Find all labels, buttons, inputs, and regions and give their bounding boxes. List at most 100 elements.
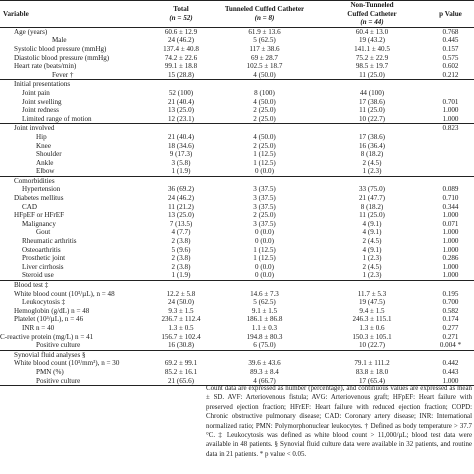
cell-nontunneled: 8 (18.2) — [360, 150, 384, 159]
table-row: Diabetes mellitus 24 (46.2) 3 (37.5) 21 (47… — [0, 194, 474, 203]
cell-total: 16 (30.8) — [167, 341, 194, 350]
header-tunneled-label: Tunneled Cuffed Catheter — [224, 5, 305, 14]
cell-total: 5 (9.6) — [171, 245, 191, 254]
table-row: Prosthetic joint 2 (3.8) 1 (12.5) 1 (2.3) 0.… — [0, 254, 474, 263]
cell-pvalue: 0.710 — [442, 194, 459, 203]
header-tunneled-n: (n = 8) — [254, 13, 275, 22]
cell-tunneled: 2 (25.0) — [253, 114, 276, 123]
table-row: Joint involved 0.823 — [0, 123, 474, 133]
cell-total: 137.4 ± 40.8 — [163, 44, 199, 53]
cell-nontunneled: 1 (2.3) — [362, 254, 382, 263]
row-label: Diastolic blood pressure (mmHg) — [14, 53, 110, 62]
cell-tunneled — [212, 175, 317, 186]
table-row: Leukocytosis ‡ 24 (50.0) 5 (62.5) 19 (47.5)… — [0, 298, 474, 307]
row-label: PMN (%) — [36, 367, 64, 376]
cell-tunneled: 4 (66.7) — [212, 376, 317, 387]
row-label: C-reactive protein (mg/L) n = 41 — [0, 332, 94, 341]
cell-total: 21 (40.4) — [167, 132, 194, 141]
cell-nontunneled — [317, 279, 427, 290]
cell-nontunneled: 19 (47.5) — [358, 298, 385, 307]
cell-tunneled: 0 (0.0) — [255, 237, 274, 246]
header-total: Total (n = 52) — [150, 0, 212, 28]
cell-tunneled: 5 (62.5) — [253, 36, 276, 45]
cell-tunneled: 186.1 ± 86.8 — [246, 315, 283, 324]
cell-pvalue: 0.277 — [442, 323, 459, 332]
table-row: Blood test ‡ — [0, 279, 474, 290]
cell-nontunneled: 4 (9.1) — [362, 245, 382, 254]
cell-total: 13 (25.0) — [167, 106, 194, 115]
patient-characteristics-table: Variable Total (n = 52) Tunneled Cuffed … — [0, 0, 474, 387]
cell-nontunneled: 75.2 ± 22.9 — [355, 53, 389, 62]
cell-nontunneled: 10 (22.7) — [358, 341, 385, 350]
header-nontunneled-line2: Cuffed Catheter — [347, 9, 397, 18]
cell-tunneled: 1 (12.5) — [253, 158, 276, 167]
cell-total — [150, 79, 212, 89]
cell-total: 21 (65.6) — [150, 376, 212, 387]
cell-total: 69.2 ± 99.1 — [164, 359, 198, 368]
cell-pvalue: 0.195 — [442, 289, 459, 298]
cell-tunneled: 2 (25.0) — [253, 141, 276, 150]
cell-pvalue: 0.004 * — [439, 341, 462, 350]
cell-nontunneled: 79.1 ± 111.2 — [354, 359, 390, 368]
cell-pvalue: 0.271 — [442, 332, 459, 341]
cell-pvalue: 0.701 — [442, 97, 459, 106]
cell-nontunneled: 4 (9.1) — [362, 219, 382, 228]
cell-nontunneled: 17 (65.4) — [317, 376, 427, 387]
cell-total: 15 (28.8) — [167, 70, 194, 79]
cell-tunneled: 0 (0.0) — [255, 167, 274, 176]
row-label: Synovial fluid analyses § — [0, 349, 150, 360]
cell-tunneled: 4 (50.0) — [253, 70, 276, 79]
cell-tunneled: 2 (25.0) — [253, 106, 276, 115]
row-label: Comorbidities — [0, 175, 150, 186]
row-label: Platelet (10³/µL), n = 46 — [14, 315, 84, 324]
row-label: Fever † — [52, 70, 74, 79]
cell-nontunneled: 9.4 ± 1.5 — [359, 306, 385, 315]
row-label: Hemoglobin (g/dL) n = 48 — [14, 306, 90, 315]
cell-pvalue — [427, 142, 474, 151]
cell-tunneled: 0 (0.0) — [255, 271, 274, 280]
cell-nontunneled — [317, 123, 427, 133]
cell-nontunneled: 246.3 ± 115.1 — [352, 315, 392, 324]
cell-pvalue: 0.582 — [442, 306, 459, 315]
header-variable: Variable — [0, 0, 150, 28]
table-row: Rheumatic arthritis 2 (3.8) 0 (0.0) 2 (4.5)… — [0, 237, 474, 246]
cell-nontunneled — [317, 175, 427, 186]
row-label: Elbow — [36, 167, 55, 176]
cell-nontunneled: 11 (25.0) — [359, 106, 385, 115]
cell-total: 3 (5.8) — [171, 158, 191, 167]
cell-nontunneled: 2 (4.5) — [362, 237, 382, 246]
cell-total: 1.3 ± 0.5 — [168, 323, 194, 332]
table-row: Systolic blood pressure (mmHg) 137.4 ± 40… — [0, 45, 474, 54]
row-label: White blood count (10³/mm³), n = 30 — [14, 359, 120, 368]
row-label: Positive culture — [0, 376, 150, 387]
cell-nontunneled: 17 (38.6) — [358, 132, 385, 141]
table-row: Osteoarthritis 5 (9.6) 1 (12.5) 4 (9.1) 1.00… — [0, 246, 474, 255]
cell-nontunneled: 11.7 ± 5.3 — [357, 289, 387, 298]
cell-total: 9.3 ± 1.5 — [168, 306, 194, 315]
row-label: Diabetes mellitus — [14, 194, 64, 203]
cell-pvalue — [427, 167, 474, 176]
table-row: C-reactive protein (mg/L) n = 41 156.7 ± … — [0, 333, 474, 342]
row-label: Age (years) — [0, 26, 150, 37]
cell-tunneled: 89.3 ± 8.4 — [250, 367, 279, 376]
row-label: Malignancy — [22, 219, 56, 228]
table-row: White blood count (10³/mm³), n = 30 69.2 … — [0, 359, 474, 368]
cell-tunneled: 39.6 ± 43.6 — [248, 359, 281, 368]
cell-nontunneled: 1.3 ± 0.6 — [359, 323, 385, 332]
table-row: Ankle 3 (5.8) 1 (12.5) 2 (4.5) — [0, 159, 474, 168]
table-row: Elbow 1 (1.9) 0 (0.0) 1 (2.3) — [0, 167, 474, 176]
table-row: Platelet (10³/µL), n = 46 236.7 ± 112.4 18… — [0, 315, 474, 324]
cell-total: 52 (100) — [168, 88, 194, 97]
table-row: Gout 4 (7.7) 0 (0.0) 4 (9.1) 1.000 — [0, 228, 474, 237]
table-row: Joint swelling 21 (40.4) 4 (50.0) 17 (38.6)… — [0, 98, 474, 107]
table-header: Variable Total (n = 52) Tunneled Cuffed … — [0, 0, 474, 28]
row-label: Knee — [36, 141, 51, 150]
cell-total: 1 (1.9) — [171, 271, 191, 280]
header-tunneled: Tunneled Cuffed Catheter (n = 8) — [212, 0, 317, 28]
cell-total: 74.2 ± 22.6 — [164, 53, 198, 62]
cell-nontunneled: 60.4 ± 13.0 — [317, 26, 427, 37]
cell-total: 24 (50.0) — [167, 298, 194, 307]
row-label: White blood count (10³/µL), n = 48 — [14, 289, 115, 298]
header-total-n: (n = 52) — [169, 13, 193, 22]
cell-total: 36 (69.2) — [167, 185, 194, 194]
